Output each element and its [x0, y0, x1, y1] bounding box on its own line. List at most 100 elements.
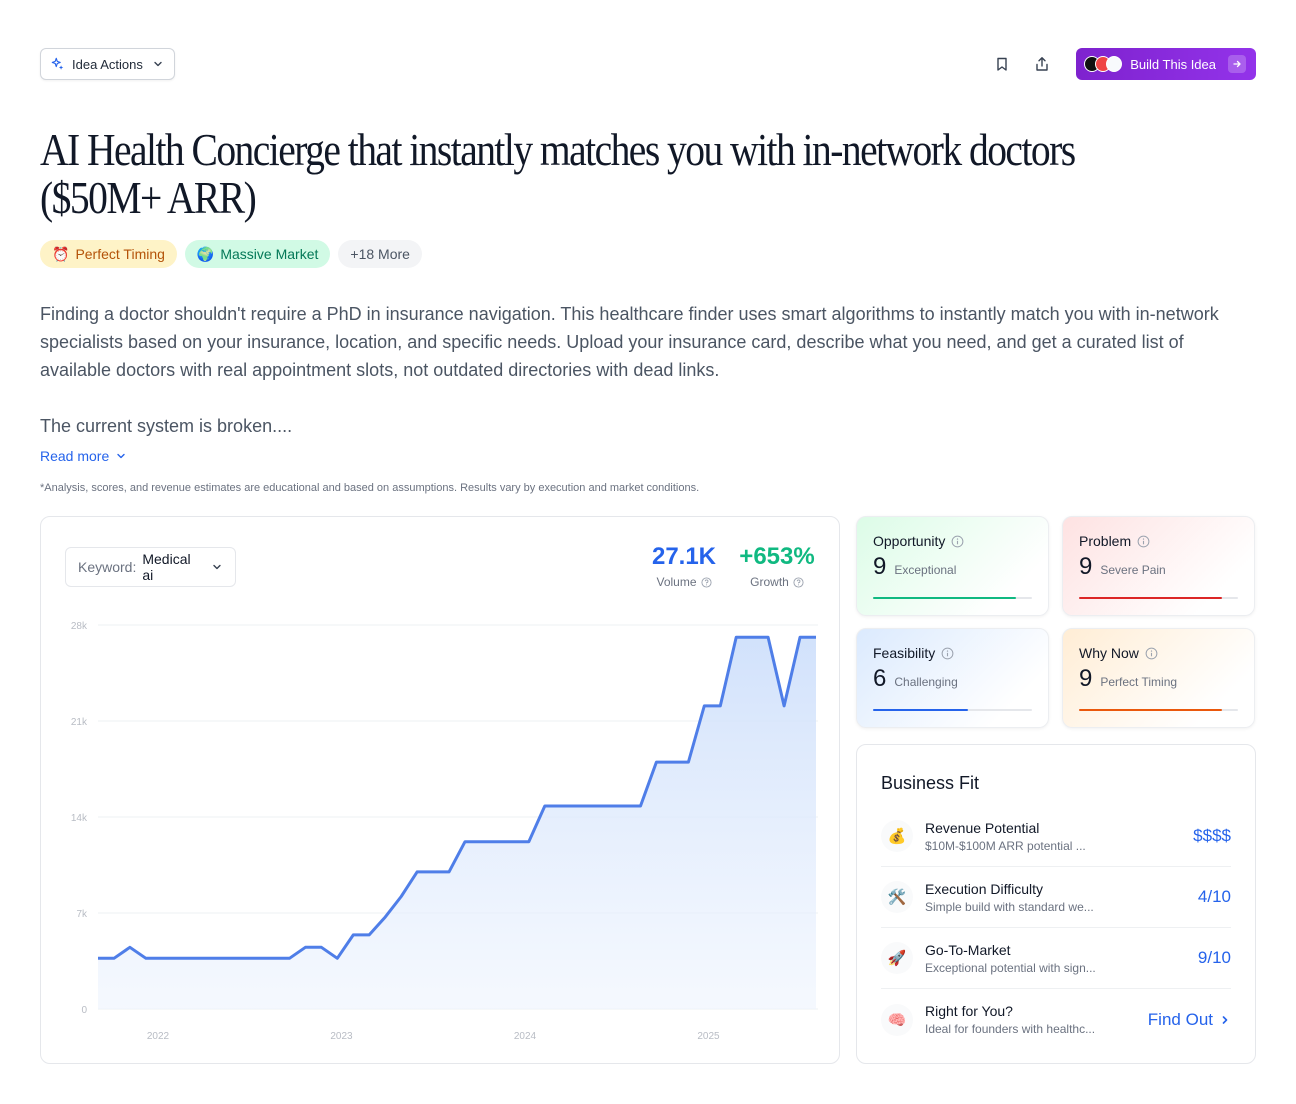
- trend-area: [98, 637, 816, 1009]
- info-icon[interactable]: [1145, 647, 1158, 660]
- score-title: Why Now: [1079, 645, 1139, 661]
- tag-more-button[interactable]: +18 More: [338, 240, 422, 268]
- read-more-label: Read more: [40, 448, 110, 464]
- tag-massive-market[interactable]: 🌍 Massive Market: [184, 240, 331, 268]
- score-bar-fill: [1079, 597, 1223, 599]
- fit-sub: $10M-$100M ARR potential ...: [925, 838, 1086, 853]
- idea-description: Finding a doctor shouldn't require a PhD…: [40, 300, 1256, 468]
- bookmark-icon: [997, 57, 1007, 71]
- score-value: 9: [1079, 665, 1093, 692]
- share-icon: [1036, 57, 1048, 71]
- tag-list: ⏰ Perfect Timing 🌍 Massive Market +18 Mo…: [40, 240, 422, 268]
- read-more-link[interactable]: Read more: [40, 448, 127, 464]
- fit-value: 9/10: [1197, 948, 1231, 967]
- score-bar-fill: [873, 597, 1017, 599]
- bookmark-button[interactable]: [988, 50, 1016, 78]
- tag-perfect-timing[interactable]: ⏰ Perfect Timing: [40, 240, 177, 268]
- avatar: [1106, 56, 1123, 72]
- fit-text: Right for You? Ideal for founders with h…: [925, 1003, 1115, 1036]
- chevron-down-icon: [213, 564, 221, 570]
- builder-avatars: [1084, 56, 1123, 72]
- volume-label: Volume: [656, 575, 697, 589]
- info-icon[interactable]: [941, 647, 954, 660]
- score-value: 9: [873, 553, 887, 580]
- help-icon[interactable]: [700, 576, 712, 588]
- top-bar: Idea Actions Build This Idea: [40, 48, 1256, 80]
- help-icon[interactable]: [793, 576, 804, 588]
- score-bar: [1079, 709, 1238, 711]
- description-paragraph: Finding a doctor shouldn't require a PhD…: [40, 304, 1219, 380]
- fit-row-execution-difficulty[interactable]: 🛠️ Execution Difficulty Simple build wit…: [881, 867, 1231, 928]
- fit-name: Revenue Potential: [925, 819, 1040, 836]
- tag-label: Perfect Timing: [75, 246, 165, 262]
- disclaimer: *Analysis, scores, and revenue estimates…: [40, 482, 700, 494]
- tools-icon: 🛠️: [881, 881, 913, 913]
- fit-sub: Ideal for founders with healthc...: [925, 1022, 1096, 1036]
- fit-name: Go-To-Market: [925, 941, 1011, 958]
- trend-line: [98, 635, 816, 960]
- find-out-label: Find Out: [1147, 1009, 1213, 1029]
- chevron-right-icon: [1222, 1015, 1228, 1024]
- score-bar: [873, 709, 1032, 711]
- volume-stat: 27.1K Volume: [647, 543, 721, 589]
- x-tick-label: 2025: [697, 1031, 720, 1042]
- fit-row-go-to-market[interactable]: 🚀 Go-To-Market Exceptional potential wit…: [881, 928, 1231, 989]
- volume-label-row: Volume: [647, 575, 721, 589]
- y-tick-label: 7k: [76, 909, 88, 920]
- score-card-problem[interactable]: Problem 9 Severe Pain: [1062, 516, 1255, 616]
- score-desc: Challenging: [894, 675, 958, 689]
- score-bar-fill: [873, 709, 969, 711]
- fit-value: $$$$: [1193, 826, 1231, 845]
- fit-value: 4/10: [1197, 887, 1231, 906]
- growth-stat: +653% Growth: [737, 543, 817, 589]
- sparkle-icon: [51, 57, 64, 70]
- chevron-down-icon: [117, 453, 125, 459]
- fit-row-revenue-potential[interactable]: 💰 Revenue Potential $10M-$100M ARR poten…: [881, 806, 1231, 867]
- score-title: Problem: [1079, 533, 1132, 549]
- score-title: Opportunity: [873, 533, 946, 549]
- keyword-label: Keyword:: [78, 559, 137, 575]
- score-bar: [1079, 597, 1238, 599]
- score-desc: Perfect Timing: [1100, 675, 1178, 689]
- x-tick-label: 2022: [147, 1031, 170, 1042]
- info-icon[interactable]: [951, 535, 964, 548]
- y-tick-label: 0: [81, 1005, 87, 1016]
- fit-sub: Simple build with standard we...: [925, 899, 1094, 914]
- business-fit-title: Business Fit: [881, 773, 980, 793]
- fit-row-right-for-you[interactable]: 🧠 Right for You? Ideal for founders with…: [881, 989, 1231, 1050]
- description-paragraph: The current system is broken....: [40, 416, 293, 436]
- build-this-idea-button[interactable]: Build This Idea: [1076, 48, 1256, 80]
- x-tick-label: 2023: [330, 1031, 353, 1042]
- score-card-why-now[interactable]: Why Now 9 Perfect Timing: [1062, 628, 1255, 728]
- score-value: 6: [873, 665, 887, 692]
- fit-text: Execution Difficulty Simple build with s…: [925, 881, 1115, 914]
- money-bag-icon: 💰: [881, 820, 913, 852]
- globe-icon: 🌍: [196, 245, 215, 262]
- find-out-link[interactable]: Find Out: [1148, 1010, 1231, 1030]
- score-value: 9: [1079, 553, 1093, 580]
- brain-icon: 🧠: [881, 1003, 913, 1036]
- volume-value: 27.1K: [651, 543, 717, 570]
- keyword-select[interactable]: Keyword: Medical ai: [65, 547, 236, 587]
- score-card-feasibility[interactable]: Feasibility 6 Challenging: [856, 628, 1049, 728]
- business-fit-card: Business Fit 💰 Revenue Potential $10M-$1…: [856, 744, 1256, 1064]
- score-desc: Severe Pain: [1100, 563, 1166, 577]
- growth-label: Growth: [750, 575, 789, 589]
- score-title: Feasibility: [873, 645, 936, 661]
- rocket-icon: 🚀: [881, 942, 913, 974]
- y-tick-label: 21k: [71, 717, 88, 728]
- share-button[interactable]: [1028, 50, 1056, 78]
- top-right-actions: Build This Idea: [988, 48, 1256, 80]
- fit-name: Right for You?: [925, 1003, 1013, 1019]
- fit-sub: Exceptional potential with sign...: [925, 960, 1096, 975]
- tag-label: +18 More: [350, 246, 410, 262]
- y-tick-label: 28k: [71, 621, 88, 632]
- score-card-opportunity[interactable]: Opportunity 9 Exceptional: [856, 516, 1049, 616]
- chevron-down-icon: [154, 61, 162, 67]
- fit-name: Execution Difficulty: [925, 880, 1044, 897]
- idea-actions-label: Idea Actions: [72, 56, 143, 72]
- trend-chart-card: 0 7k 14k 21k 28k 2022 2023 2024 2025 Keyword: Me…: [40, 516, 840, 1064]
- info-icon[interactable]: [1137, 535, 1150, 548]
- alarm-clock-icon: ⏰: [52, 245, 70, 262]
- idea-actions-button[interactable]: Idea Actions: [40, 48, 175, 80]
